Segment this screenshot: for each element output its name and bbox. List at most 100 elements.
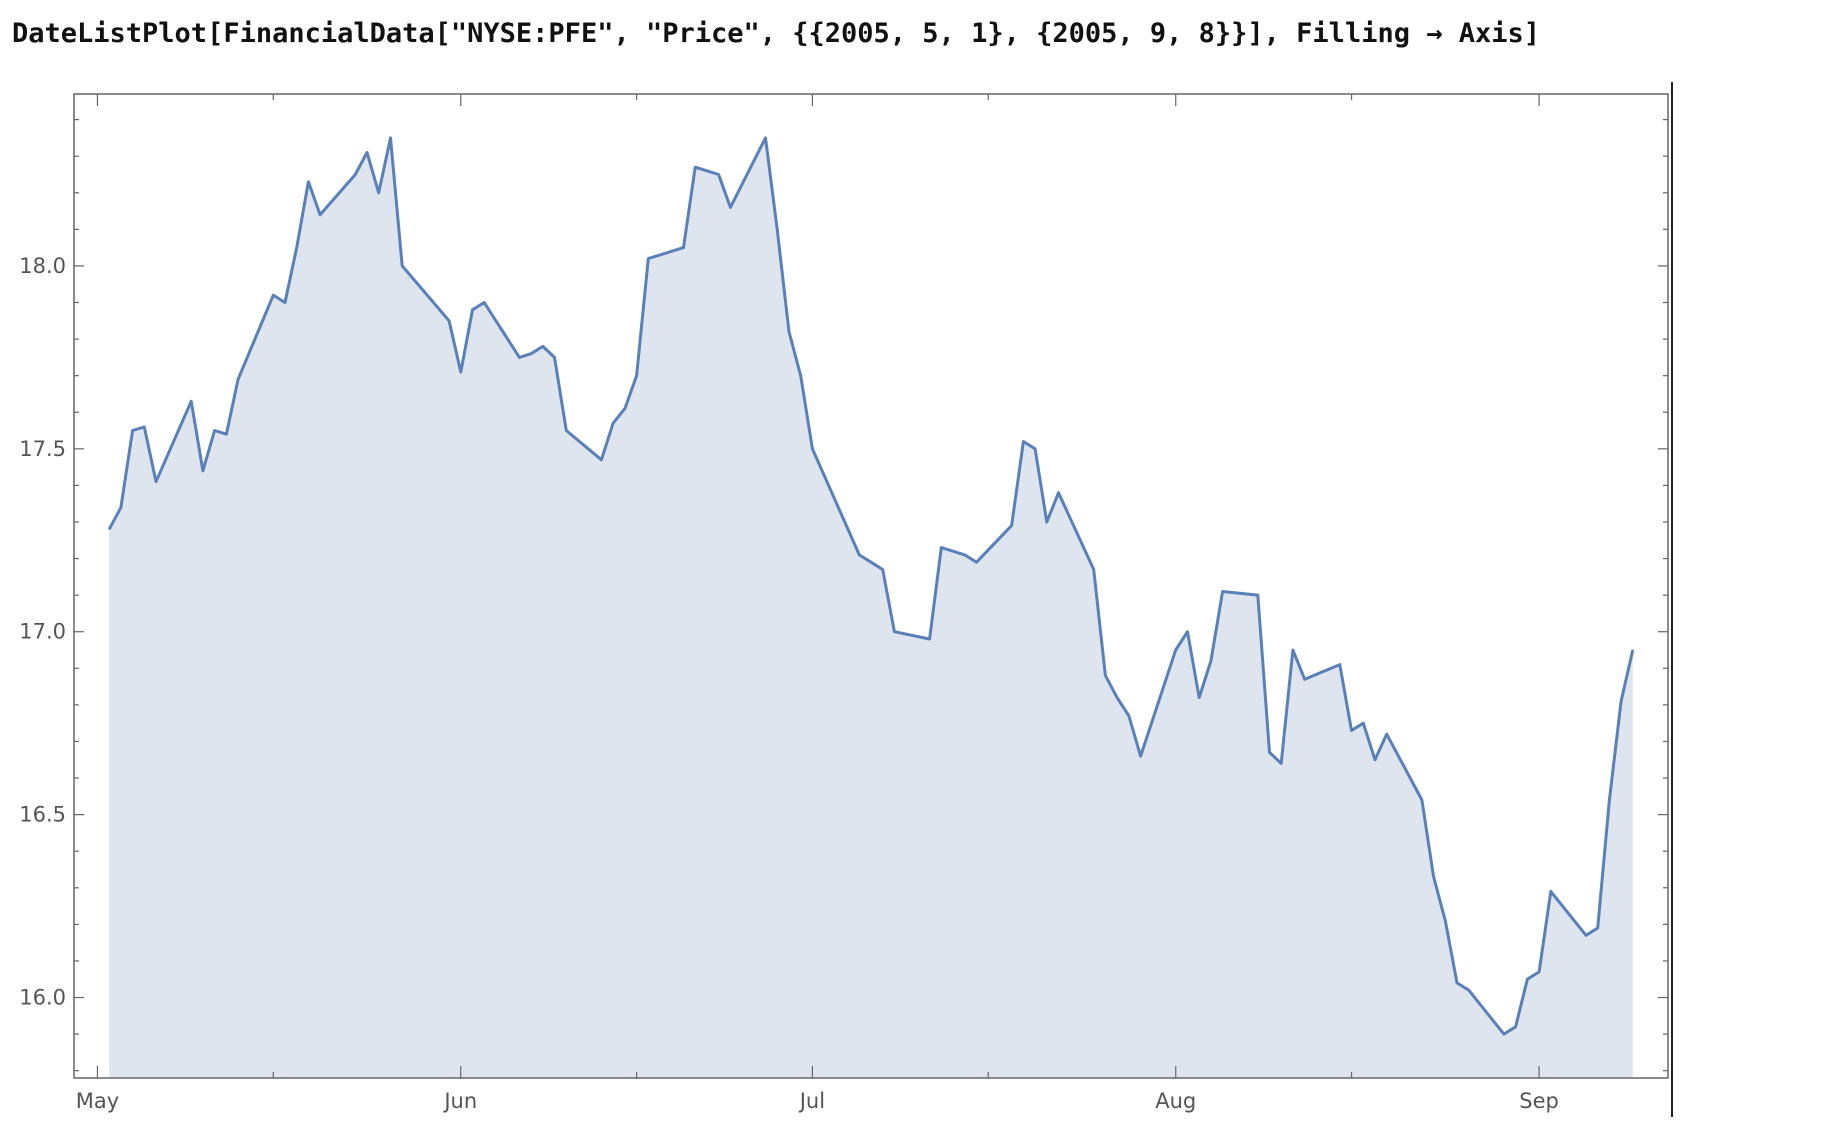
input-code-cell[interactable]: DateListPlot[FinancialData["NYSE:PFE", "… (12, 18, 1541, 49)
data-point (1198, 697, 1200, 699)
data-point (108, 528, 110, 530)
data-point (1046, 521, 1048, 523)
data-point (471, 309, 474, 311)
data-point (1022, 440, 1024, 443)
y-tick-label: 17.5 (19, 437, 66, 461)
data-point (1268, 751, 1271, 754)
data-point (565, 429, 567, 432)
data-point (378, 192, 380, 194)
data-point (612, 422, 614, 424)
data-point (296, 247, 298, 249)
data-point (975, 561, 978, 563)
data-point (1104, 675, 1106, 677)
data-point (1011, 525, 1013, 527)
data-point (132, 429, 134, 432)
data-point (1057, 492, 1060, 494)
x-tick-label: Sep (1519, 1089, 1559, 1113)
data-point (636, 375, 638, 377)
data-point (882, 568, 884, 571)
data-point (1222, 590, 1224, 593)
y-tick-label: 16.0 (19, 986, 66, 1010)
x-tick-label: Jul (798, 1089, 825, 1113)
data-point (1175, 649, 1177, 651)
data-point (272, 294, 274, 296)
x-tick-label: May (76, 1089, 119, 1113)
data-point (1620, 700, 1622, 702)
data-point (1632, 649, 1634, 651)
data-point (1585, 934, 1587, 936)
data-point (1034, 448, 1036, 450)
y-tick-label: 16.5 (19, 803, 66, 827)
cell-bracket[interactable] (1671, 82, 1673, 1117)
data-point (964, 554, 966, 556)
data-point (694, 166, 696, 168)
data-point (624, 408, 626, 410)
data-point (600, 459, 603, 461)
data-point (319, 214, 321, 216)
data-point (800, 375, 802, 377)
data-point (764, 137, 767, 139)
data-point (1374, 759, 1376, 761)
data-point (1503, 1033, 1505, 1035)
data-point (202, 470, 204, 472)
data-point (448, 320, 450, 322)
data-point (284, 301, 286, 304)
data-point (1116, 697, 1118, 699)
data-point (929, 638, 931, 640)
data-point (1468, 989, 1470, 991)
data-point (729, 206, 732, 208)
data-point (811, 448, 814, 450)
data-point (214, 429, 216, 432)
data-point (776, 228, 778, 230)
data-point (460, 371, 462, 373)
data-point (1433, 876, 1435, 878)
data-point (1257, 594, 1259, 596)
y-tick-label: 17.0 (19, 620, 66, 644)
data-point (1128, 715, 1130, 717)
data-point (155, 481, 157, 483)
data-point (366, 151, 368, 154)
data-point (483, 301, 485, 304)
data-point (389, 137, 392, 139)
data-point (952, 550, 954, 552)
data-point (354, 173, 356, 176)
data-point (1292, 649, 1294, 651)
data-point (1550, 890, 1552, 893)
data-point (1538, 971, 1540, 973)
data-point (1456, 982, 1458, 984)
data-point (1280, 762, 1282, 765)
data-point (1350, 729, 1353, 732)
data-point (237, 378, 239, 380)
y-tick-label: 18.0 (19, 254, 66, 278)
data-point (225, 433, 227, 435)
data-point (1386, 733, 1388, 735)
plot-frame (73, 93, 1669, 1079)
data-point (1444, 920, 1446, 922)
data-point (1093, 568, 1095, 571)
data-point (401, 265, 403, 267)
data-point (788, 331, 790, 333)
data-point (307, 181, 309, 183)
data-point (1515, 1026, 1517, 1028)
series-fill-area (109, 137, 1633, 1078)
data-point (143, 426, 145, 428)
data-point (870, 561, 872, 563)
data-point (553, 356, 556, 358)
data-point (1210, 660, 1212, 662)
data-point (1608, 799, 1610, 801)
data-point (1186, 631, 1189, 633)
x-tick-label: Jun (442, 1089, 477, 1113)
data-point (893, 631, 896, 633)
data-point (1421, 799, 1423, 801)
data-point (1362, 722, 1364, 724)
data-point (647, 258, 649, 260)
data-point (518, 356, 521, 358)
data-point (718, 173, 720, 176)
x-tick-label: Aug (1155, 1089, 1196, 1113)
data-point (1339, 664, 1341, 666)
data-point (1140, 755, 1142, 757)
data-point (940, 547, 942, 549)
data-point (706, 170, 708, 172)
data-point (120, 506, 122, 508)
